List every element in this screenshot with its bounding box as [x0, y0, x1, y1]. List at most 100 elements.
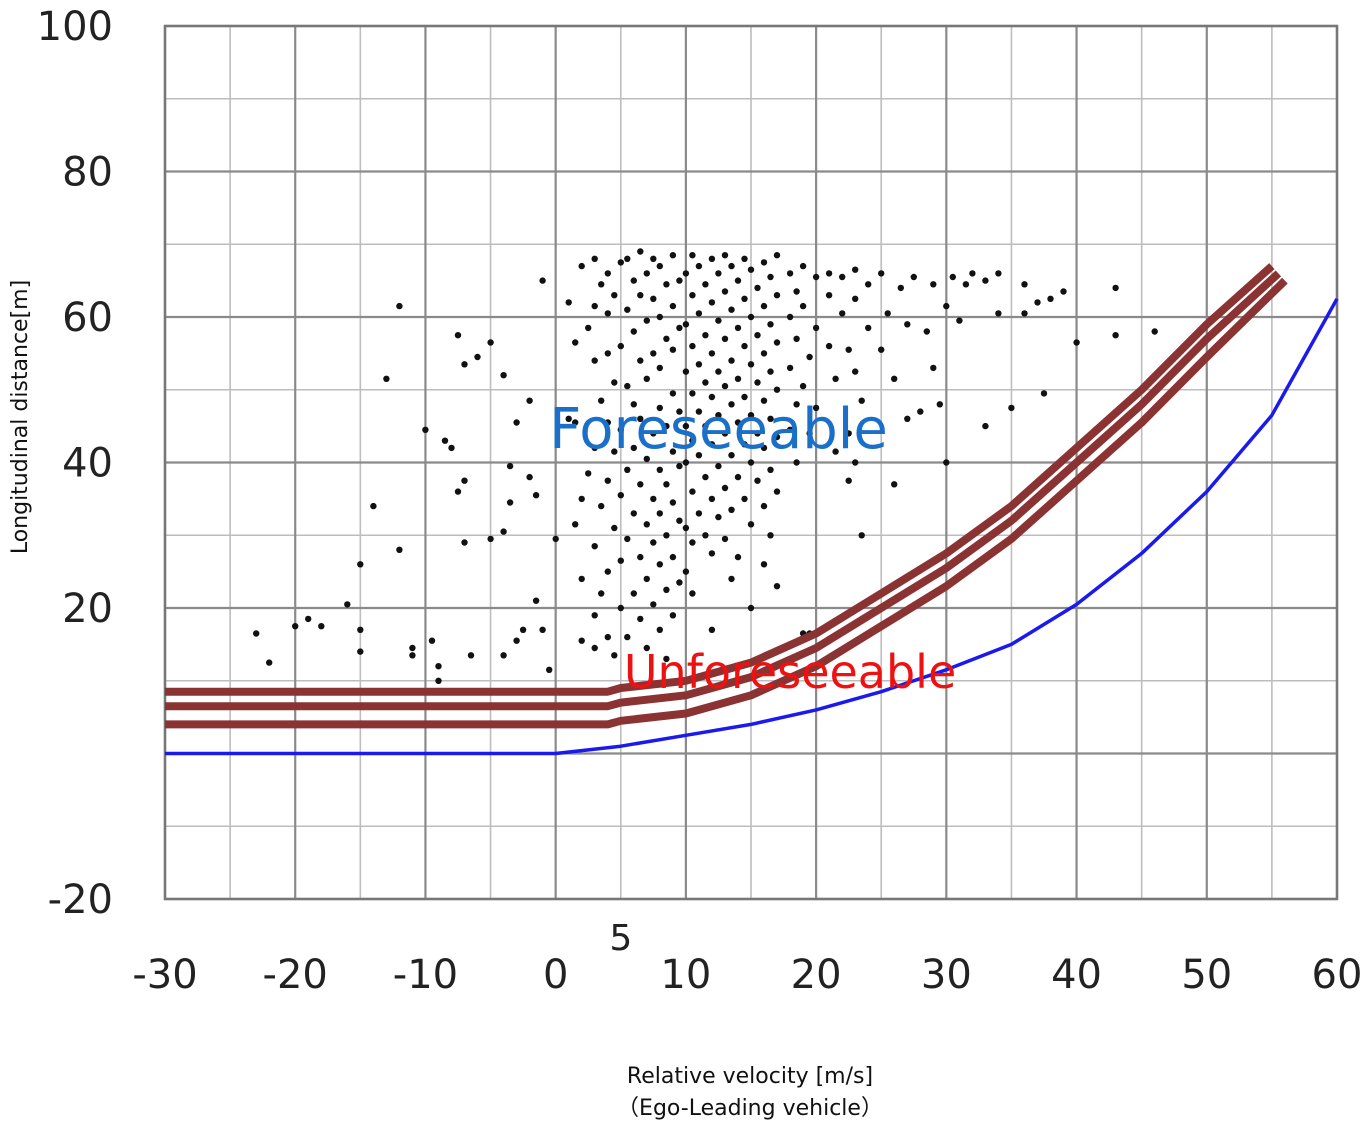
- scatter-point: [461, 477, 468, 484]
- scatter-point: [767, 368, 774, 375]
- scatter-point: [845, 477, 852, 484]
- scatter-point: [663, 335, 670, 342]
- scatter-point: [728, 357, 735, 364]
- scatter-point: [637, 615, 644, 623]
- scatter-point: [962, 281, 970, 288]
- scatter-point: [897, 284, 904, 292]
- scatter-point: [949, 273, 956, 281]
- scatter-point: [689, 292, 696, 299]
- scatter-point: [617, 342, 624, 350]
- scatter-point: [760, 502, 768, 510]
- scatter-point: [617, 604, 624, 612]
- scatter-point: [532, 492, 540, 499]
- annotation-foreseeable: Foreseeable: [549, 397, 888, 462]
- scatter-point: [1151, 328, 1158, 335]
- scatter-point: [793, 288, 800, 295]
- scatter-point: [630, 510, 637, 517]
- scatter-point: [695, 452, 703, 459]
- scatter-point: [734, 324, 742, 332]
- scatter-point: [904, 415, 911, 422]
- scatter-point: [539, 277, 546, 284]
- scatter-point: [656, 262, 663, 270]
- scatter-point: [702, 332, 709, 339]
- scatter-point: [702, 532, 709, 539]
- scatter-point: [643, 455, 650, 463]
- scatter-point: [643, 521, 650, 528]
- line-series: [165, 263, 1339, 756]
- x-axis-title: Relative velocity [m/s]: [627, 1064, 873, 1089]
- scatter-point: [865, 281, 872, 288]
- scatter-point: [728, 262, 735, 270]
- scatter-point: [546, 666, 553, 673]
- scatter-point: [656, 313, 663, 321]
- scatter-point: [669, 612, 677, 619]
- band-line-2: [165, 270, 1282, 711]
- scatter-point: [565, 299, 572, 306]
- scatter-point: [812, 404, 820, 412]
- scatter-point: [689, 488, 696, 495]
- scatter-point: [656, 510, 663, 517]
- y-tick-label: 20: [62, 586, 113, 632]
- scatter-point: [760, 350, 768, 357]
- scatter-point: [643, 644, 650, 652]
- scatter-point: [852, 459, 859, 466]
- scatter-point: [604, 270, 611, 277]
- scatter-point: [1021, 281, 1028, 288]
- scatter-point: [721, 382, 729, 390]
- scatter-point: [715, 513, 722, 521]
- scatter-point: [682, 368, 690, 375]
- scatter-point: [786, 313, 794, 321]
- annotations: Foreseeable Unforeseeable 5: [549, 397, 956, 959]
- scatter-point: [578, 262, 585, 270]
- scatter-point: [578, 575, 585, 583]
- scatter-point: [858, 397, 865, 404]
- scatter-point: [344, 601, 351, 608]
- scatter-point: [650, 295, 657, 302]
- scatter-point: [519, 626, 527, 633]
- scatter-point: [253, 630, 260, 637]
- x-axis-subtitle: （Ego-Leading vehicle）: [617, 1096, 883, 1121]
- scatter-point: [526, 473, 533, 481]
- scatter-point: [832, 448, 839, 455]
- scatter-point: [721, 430, 729, 437]
- scatter-point: [708, 393, 716, 401]
- scatter-point: [526, 397, 533, 404]
- scatter-point: [865, 324, 872, 332]
- scatter-point: [689, 390, 696, 397]
- scatter-point: [565, 415, 572, 422]
- scatter-point: [500, 528, 507, 535]
- scatter-point: [682, 321, 690, 328]
- scatter-point: [611, 652, 618, 659]
- scatter-point: [734, 553, 742, 561]
- scatter-point: [539, 626, 546, 633]
- scatter-point: [611, 292, 618, 299]
- scatter-point: [604, 350, 611, 357]
- scatter-point: [734, 473, 742, 481]
- scatter-point: [461, 361, 468, 368]
- scatter-point: [799, 382, 807, 390]
- scatter-point: [500, 652, 507, 659]
- scatter-point: [318, 623, 325, 630]
- scatter-point: [747, 459, 755, 466]
- scatter-point: [773, 583, 781, 590]
- scatter-point: [930, 281, 937, 288]
- scatter-point: [669, 553, 677, 561]
- scatter-point: [1040, 390, 1048, 397]
- scatter-point: [825, 270, 833, 277]
- scatter-point: [650, 350, 657, 357]
- scatter-point: [676, 462, 683, 470]
- scatter-point: [656, 561, 663, 568]
- scatter-point: [852, 266, 859, 273]
- scatter-point: [663, 586, 670, 593]
- scatter-point: [1021, 310, 1028, 317]
- scatter-point: [1112, 332, 1119, 339]
- scatter-point: [767, 466, 774, 473]
- y-tick-label: 80: [62, 150, 113, 196]
- band-line-3: [165, 277, 1288, 729]
- scatter-point: [448, 444, 455, 452]
- scatter-point: [669, 302, 677, 310]
- scatter-point: [467, 652, 475, 659]
- scatter-point: [1047, 295, 1054, 302]
- scatter-point: [741, 295, 748, 302]
